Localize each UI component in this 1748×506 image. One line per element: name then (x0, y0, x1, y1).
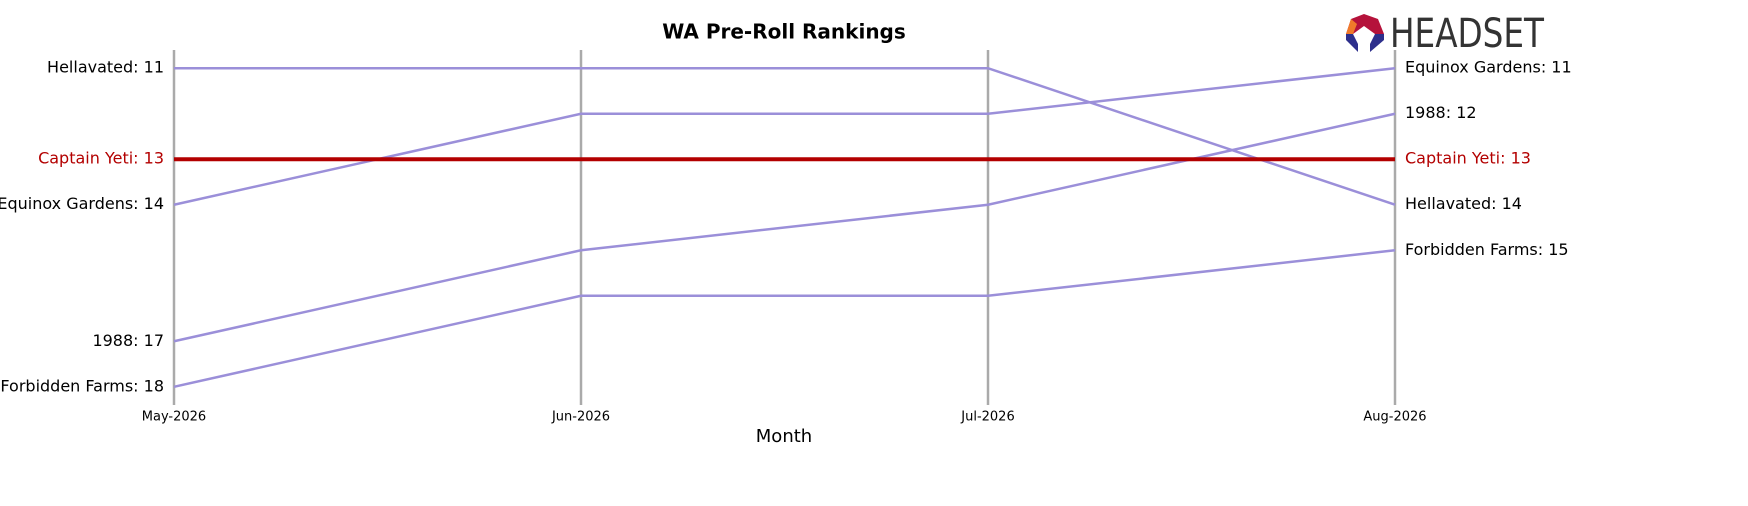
series-line (174, 66, 1396, 206)
logo-icon-right (1370, 34, 1384, 52)
value-label: Hellavated: 14 (1405, 194, 1522, 213)
logo-text: HEADSET (1390, 11, 1544, 57)
x-tick-label: Jul-2026 (960, 410, 1014, 425)
value-label: Forbidden Farms: 15 (1405, 240, 1569, 259)
x-tick-label: Aug-2026 (1363, 410, 1426, 425)
logo: HEADSET (1346, 11, 1544, 57)
value-label: 1988: 17 (92, 331, 164, 350)
value-label: Captain Yeti: 13 (1405, 149, 1531, 168)
logo-icon-left (1346, 34, 1358, 52)
value-label: Hellavated: 11 (47, 58, 164, 77)
series-line (173, 66, 1396, 206)
series-line (173, 112, 1396, 343)
value-label: Captain Yeti: 13 (38, 149, 164, 168)
chart-title: WA Pre-Roll Rankings (662, 20, 906, 44)
x-axis-label: Month (756, 426, 812, 447)
logo-icon-accent (1346, 19, 1357, 34)
logo-icon-top (1346, 14, 1384, 34)
value-label: Equinox Gardens: 11 (1405, 58, 1572, 77)
x-tick-label: May-2026 (142, 410, 206, 425)
value-label: 1988: 12 (1405, 103, 1477, 122)
x-tick-label: Jun-2026 (551, 410, 610, 425)
value-label: Forbidden Farms: 18 (0, 376, 164, 395)
value-label: Equinox Gardens: 14 (0, 194, 164, 213)
series-line (173, 249, 1396, 389)
